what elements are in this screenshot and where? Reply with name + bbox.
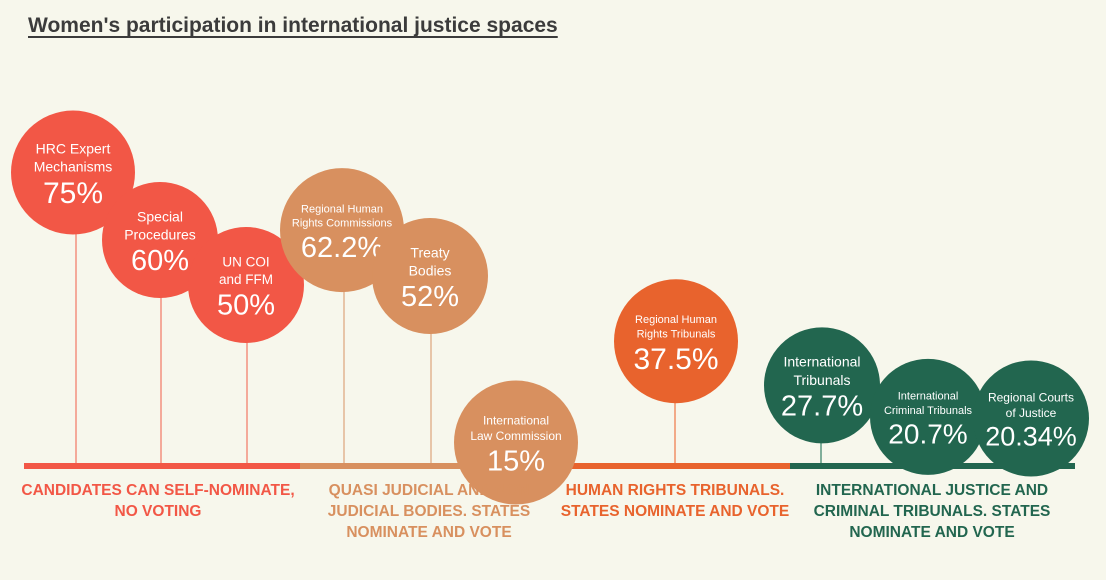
bubble-6: Regional Human Rights Tribunals 37.5% [614,279,738,404]
bubble-value-2: 50% [217,289,275,321]
bubble-value-7: 27.7% [781,390,863,422]
bubble-circle-1 [102,182,218,298]
bubble-circle-5 [454,380,578,505]
bubble-name-9: Regional Courts of Justice [988,390,1074,420]
category-label-self-nominate: CANDIDATES CAN SELF-NOMINATE, NO VOTING [21,482,295,520]
bubble-name-1: Special Procedures [124,208,196,242]
bubble-value-4: 52% [401,281,459,313]
bubble-value-5: 15% [487,445,545,477]
category-label-international-justice: INTERNATIONAL JUSTICE AND CRIMINAL TRIBU… [813,482,1051,541]
bubble-name-3: Regional Human Rights Commissions [292,203,393,229]
bubble-value-1: 60% [131,245,189,277]
bubble-value-9: 20.34% [985,421,1077,451]
bubble-name-4: Treaty Bodies [409,244,452,278]
bubble-name-6: Regional Human Rights Tribunals [635,314,717,340]
bubble-name-0: HRC Expert Mechanisms [34,140,113,174]
chart-title: Women's participation in international j… [28,14,558,37]
bubble-name-7: International Tribunals [783,354,860,388]
bubble-circle-4 [372,218,488,334]
bubble-value-0: 75% [43,177,103,210]
baseline-segment-2 [560,463,790,469]
bubble-3: Regional Human Rights Commissions 62.2% [280,168,404,293]
bubble-circle-9 [973,360,1089,477]
bubble-name-8: International Criminal Tribunals [884,391,973,417]
baseline-segment-0 [24,463,300,469]
baseline-segment-1 [300,463,560,469]
bubble-value-6: 37.5% [633,343,718,376]
bubble-name-2: UN COI and FFM [219,254,273,287]
bubble-circle-3 [280,168,404,293]
category-label-quasi-judicial: QUASI JUDICIAL AND NON JUDICIAL BODIES. … [327,482,531,541]
bubble-circle-8 [870,358,986,475]
bubble-value-8: 20.7% [888,418,967,449]
bubble-circle-0 [11,110,135,235]
bubble-circle-7 [764,327,880,444]
bubble-circle-6 [614,279,738,404]
bubble-name-5: International Law Commission [470,413,561,443]
bubble-circle-2 [188,227,304,343]
bubble-value-3: 62.2% [301,232,383,264]
category-label-human-rights-tribunals: HUMAN RIGHTS TRIBUNALS. STATES NOMINATE … [560,482,790,520]
